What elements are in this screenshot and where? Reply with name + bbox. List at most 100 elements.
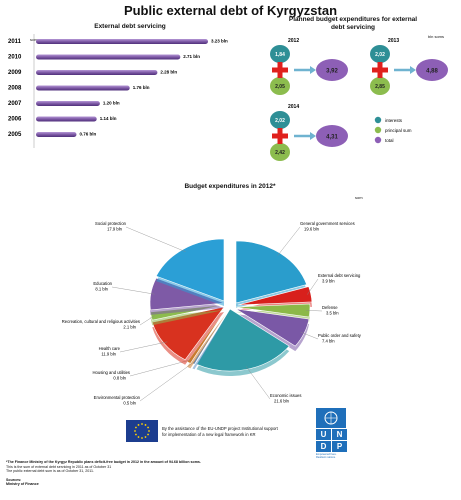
- debt-bar: [36, 39, 208, 44]
- eu-flag: [126, 420, 158, 442]
- banner-line-1: By the assistance of the EU-UNDP project…: [162, 426, 278, 431]
- principal-circle: [270, 143, 290, 161]
- pie-slice-name: Public order and safety: [318, 333, 362, 338]
- pie-leader-line: [139, 315, 155, 326]
- planned-diagram: 2012 1,84 2,05 3,92 2013 2,02 2,85 4,88 2014 2,02…: [270, 38, 448, 161]
- debt-bar-chart: 2011 3.23 bln 2010 2.71 bln 2009 2.28 bln 2008…: [8, 34, 228, 148]
- pie-leader-line: [139, 360, 196, 402]
- principal-circle: [270, 77, 290, 95]
- pie-slice-value: 3.9 bln: [322, 279, 335, 284]
- bar-year-label: 2009: [8, 70, 22, 76]
- eu-star: [135, 426, 137, 429]
- principal-value: 2,85: [375, 84, 385, 90]
- legend-swatch: [374, 116, 382, 124]
- bar-value-label: 2.28 bln: [160, 70, 177, 75]
- debt-bar: [36, 85, 130, 91]
- eu-star: [147, 426, 149, 429]
- pie-slice: [237, 286, 313, 306]
- pie-leader-line: [307, 278, 319, 295]
- bar-value-label: 3.23 bln: [211, 39, 228, 44]
- pie-slice-name: External debt servicing: [318, 273, 361, 278]
- pie-slice-name: Environmental protection: [94, 395, 141, 400]
- banner-text: By the assistance of the EU-UNDP project…: [162, 426, 312, 437]
- interest-circle: [270, 45, 290, 63]
- total-circle: [416, 59, 448, 81]
- principal-value: 2,42: [275, 150, 285, 156]
- footnotes: *The Finance Ministry of the Kyrgyz Repu…: [6, 460, 446, 487]
- pie-leader-line: [300, 331, 319, 340]
- bar-year-label: 2006: [8, 117, 22, 123]
- pie-slice-name: General government services: [300, 221, 355, 226]
- pie-slice-value: 2.1 bln: [123, 325, 136, 330]
- undp-letter: P: [332, 441, 347, 452]
- plus-icon: [372, 67, 388, 73]
- interest-circle: [270, 111, 290, 129]
- pie-leader-line: [277, 226, 301, 256]
- eu-star: [141, 423, 143, 425]
- arrow-icon: [410, 66, 416, 74]
- arrow-icon: [310, 132, 316, 140]
- bar-year-label: 2008: [8, 86, 22, 92]
- interest-circle: [370, 45, 390, 63]
- banner-line-2: for implementation of a new legal framew…: [162, 431, 256, 437]
- planned-year: 2014: [288, 104, 299, 110]
- pie-leader-line: [125, 226, 186, 252]
- pie-leader-line: [119, 341, 168, 353]
- un-globe-icon: [324, 411, 338, 425]
- eu-star: [141, 437, 143, 439]
- pie-slice-name: Housing and utilities: [93, 370, 130, 375]
- eu-star: [137, 436, 140, 438]
- pie-slice-name: Social protection: [95, 221, 127, 226]
- pie-slice: [155, 238, 225, 302]
- page-title: Public external debt of Kyrgyzstan: [123, 3, 338, 18]
- pie-leader-line: [306, 310, 323, 312]
- debt-bar: [36, 132, 77, 137]
- interest-value: 2,02: [275, 118, 285, 124]
- bar-year-label: 2007: [8, 101, 22, 107]
- bar-year-label: 2011: [8, 39, 22, 45]
- bar-year-label: 2010: [8, 55, 22, 61]
- pie-title: Budget expenditures in 2012*: [184, 183, 276, 190]
- plus-icon: [272, 133, 288, 139]
- pie-slice-value: 0.8 bln: [113, 376, 126, 381]
- arrow-icon: [310, 66, 316, 74]
- pie-leader-line: [111, 286, 155, 295]
- eu-star: [147, 433, 149, 436]
- eu-star: [144, 436, 147, 438]
- bar-year-label: 2005: [8, 132, 22, 138]
- bar-value-label: 0.76 bln: [79, 132, 96, 137]
- footnote-line: This is the sum of external debt servici…: [6, 464, 112, 469]
- eu-stars-icon: [134, 423, 150, 439]
- legend-swatch: [374, 126, 382, 134]
- eu-star: [135, 433, 137, 436]
- undp-letter: D: [316, 441, 331, 452]
- bar-value-label: 1.14 bln: [100, 116, 117, 121]
- pie-slice-value: 7.4 bln: [322, 339, 335, 344]
- pie-slice-value: 19.6 bln: [304, 227, 320, 232]
- total-circle: [316, 59, 348, 81]
- pie-leader-line: [245, 366, 271, 400]
- bar-value-label: 2.71 bln: [183, 54, 200, 59]
- bar-value-label: 1.76 bln: [133, 85, 150, 90]
- planned-year: 2012: [288, 38, 299, 44]
- eu-star: [134, 430, 136, 432]
- pie-slice-value: 0.5 bln: [123, 401, 136, 406]
- undp-emblem: [316, 408, 346, 428]
- undp-caption: Empowered lives. Resilient nations.: [316, 453, 337, 459]
- plus-icon: [272, 67, 288, 73]
- pie-unit: som: [355, 195, 363, 200]
- debt-chart-title: External debt servicing: [94, 23, 166, 30]
- pie-slice-value: 3.5 bln: [326, 311, 339, 316]
- debt-bar: [36, 70, 158, 75]
- planned-title: Planned budget expenditures for external…: [288, 16, 418, 31]
- footnote-line: The public external debt sum is as of Oc…: [6, 469, 95, 474]
- footnote-line: *The Finance Ministry of the Kyrgyz Repu…: [6, 460, 201, 464]
- bar-value-label: 1.20 bln: [103, 101, 120, 106]
- pie-slice-name: Health care: [99, 346, 121, 351]
- principal-circle: [370, 77, 390, 95]
- interest-value: 2,02: [375, 52, 385, 58]
- total-value: 4,31: [326, 135, 338, 141]
